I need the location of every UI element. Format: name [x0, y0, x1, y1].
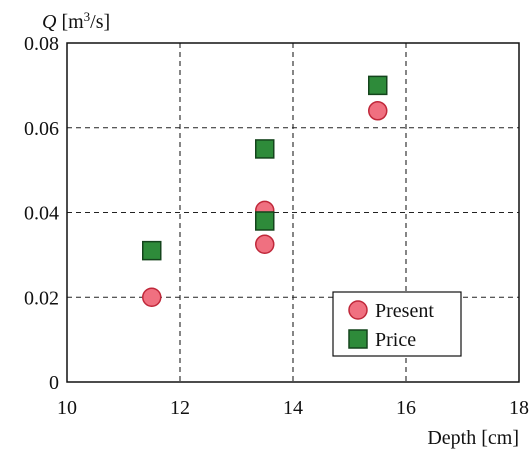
y-tick-label: 0	[49, 372, 59, 394]
y-axis-title: Q [m3/s]	[42, 9, 110, 34]
y-tick-labels: 0 0.02 0.04 0.06 0.08	[24, 33, 59, 394]
present-point	[368, 101, 388, 121]
price-point	[255, 211, 275, 231]
x-tick-label: 16	[396, 397, 416, 419]
y-tick-label: 0.04	[24, 203, 59, 225]
x-tick-labels: 10 12 14 16 18	[57, 397, 529, 419]
price-point	[368, 75, 388, 96]
y-tick-label: 0.06	[24, 118, 59, 140]
legend-present-marker	[348, 300, 368, 320]
legend: Present Price	[332, 291, 462, 357]
x-axis-title: Depth [cm]	[427, 427, 519, 449]
price-point	[255, 139, 275, 159]
axes	[66, 42, 520, 383]
data-points	[142, 75, 388, 307]
x-tick-label: 18	[509, 397, 529, 419]
present-point	[255, 234, 275, 255]
x-tick-label: 12	[170, 397, 190, 419]
price-point	[142, 240, 162, 261]
y-tick-label: 0.02	[24, 287, 59, 309]
legend-price-marker	[348, 329, 368, 349]
y-tick-label: 0.08	[24, 33, 59, 55]
x-tick-label: 10	[57, 397, 77, 419]
legend-price-label: Price	[375, 329, 416, 351]
x-tick-label: 14	[283, 397, 303, 419]
legend-present-label: Present	[375, 300, 434, 322]
present-point	[142, 287, 162, 307]
plot-frame	[66, 42, 520, 383]
